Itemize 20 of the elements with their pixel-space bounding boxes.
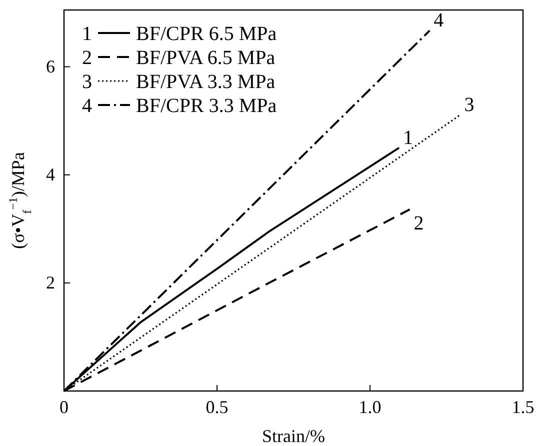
annotation: 2	[414, 212, 424, 234]
legend-label: BF/CPR 3.3 MPa	[136, 95, 277, 117]
x-tick-label: 0	[60, 396, 68, 417]
y-tick-label: 2	[46, 272, 55, 293]
legend-label: BF/PVA 6.5 MPa	[136, 47, 276, 69]
text: 4	[82, 95, 92, 117]
annotation: 1	[403, 126, 414, 149]
x-tick-label: 1.5	[512, 396, 534, 417]
legend-label: BF/CPR 6.5 MPa	[136, 23, 277, 45]
x-axis-title: Strain/%	[262, 426, 325, 446]
text: 3	[82, 71, 92, 93]
annotation: 3	[464, 94, 474, 116]
y-tick-label: 4	[46, 164, 55, 185]
text: 1	[82, 23, 92, 45]
legend-label: BF/PVA 3.3 MPa	[136, 71, 276, 93]
annotation: 4	[434, 10, 444, 32]
text: 2	[82, 47, 92, 69]
x-tick-label: 0.5	[206, 396, 228, 417]
x-tick-label: 1.0	[358, 396, 382, 417]
y-tick-label: 6	[46, 56, 55, 77]
